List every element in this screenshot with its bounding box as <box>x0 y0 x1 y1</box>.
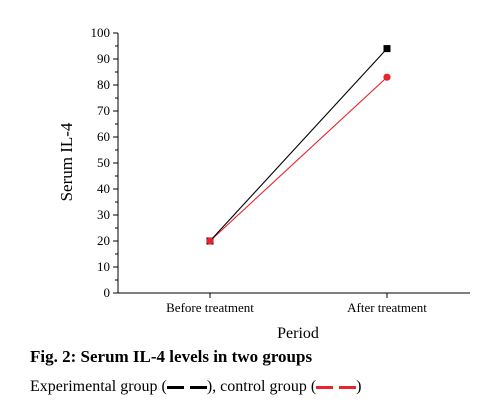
series-line-1 <box>209 76 388 242</box>
chart-series <box>206 45 391 245</box>
y-tick-label: 70 <box>97 103 110 118</box>
data-point-square <box>383 45 391 53</box>
legend: Experimental group ( ), control group ( … <box>30 378 361 396</box>
legend-separator: ), control group ( <box>206 378 317 395</box>
y-axis-label: Serum IL-4 <box>57 122 76 201</box>
x-axis-label: Period <box>277 325 319 342</box>
legend-closing: ) <box>356 378 362 395</box>
legend-experimental-swatch <box>166 381 207 393</box>
data-point-circle <box>383 73 391 81</box>
y-tick-label: 50 <box>97 155 110 170</box>
y-tick-label: 60 <box>97 129 110 144</box>
x-axis-ticks: Before treatment After treatment <box>166 293 427 315</box>
x-tick-label: Before treatment <box>166 300 254 315</box>
y-tick-label: 90 <box>97 51 110 66</box>
y-tick-label: 30 <box>97 207 110 222</box>
line-chart: 0 10 20 30 40 50 60 70 80 90 100 Before treatment A… <box>57 25 470 342</box>
y-tick-label: 100 <box>91 25 111 40</box>
figure-caption: Fig. 2: Serum IL-4 levels in two groups <box>30 347 313 366</box>
legend-experimental-label: Experimental group ( <box>30 378 167 395</box>
x-tick-label: After treatment <box>347 300 427 315</box>
series-line-0 <box>209 48 388 242</box>
y-axis-ticks: 0 10 20 30 40 50 60 70 80 90 100 <box>91 25 118 300</box>
y-tick-label: 20 <box>97 233 110 248</box>
y-tick-label: 40 <box>97 181 110 196</box>
y-tick-label: 0 <box>104 285 111 300</box>
y-tick-label: 10 <box>97 259 110 274</box>
y-tick-label: 80 <box>97 77 110 92</box>
legend-control-swatch <box>316 381 357 393</box>
data-point-circle <box>206 237 214 245</box>
